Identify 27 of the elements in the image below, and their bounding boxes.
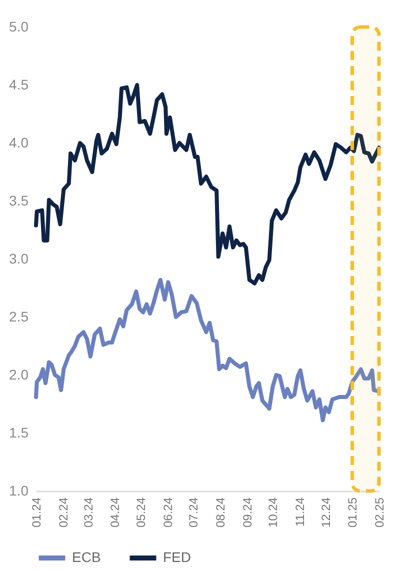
y-tick-label: 1.0 — [9, 482, 29, 498]
y-tick-label: 3.0 — [9, 250, 29, 266]
x-tick-label: 03.24 — [81, 497, 96, 528]
y-tick-label: 2.0 — [9, 366, 29, 382]
y-tick-label: 4.0 — [9, 134, 29, 150]
y-tick-label: 5.0 — [9, 18, 29, 34]
x-tick-label: 02.24 — [56, 497, 70, 528]
x-tick-label: 10.24 — [266, 497, 280, 528]
y-tick-label: 4.5 — [9, 76, 29, 92]
y-tick-label: 3.5 — [9, 192, 29, 208]
legend-label: FED — [163, 549, 191, 565]
x-tick-label: 05.24 — [134, 497, 148, 528]
y-tick-label: 1.5 — [9, 424, 29, 440]
y-tick-label: 2.5 — [9, 308, 29, 324]
x-tick-label: 09.24 — [240, 497, 254, 528]
line-series — [34, 278, 380, 422]
x-tick-label: 12.24 — [318, 497, 333, 528]
line-series — [34, 83, 381, 286]
x-tick-label: 01.24 — [30, 497, 44, 528]
x-tick-label: 07.24 — [186, 497, 201, 528]
x-tick-label: 08.24 — [214, 497, 228, 528]
x-tick-label: 01.25 — [346, 497, 360, 528]
x-tick-label: 11.24 — [293, 497, 308, 527]
x-tick-label: 04.24 — [108, 497, 122, 528]
x-tick-label: 06.24 — [160, 497, 175, 528]
legend-label: ECB — [72, 549, 101, 565]
x-tick-label: 02.25 — [372, 497, 386, 528]
